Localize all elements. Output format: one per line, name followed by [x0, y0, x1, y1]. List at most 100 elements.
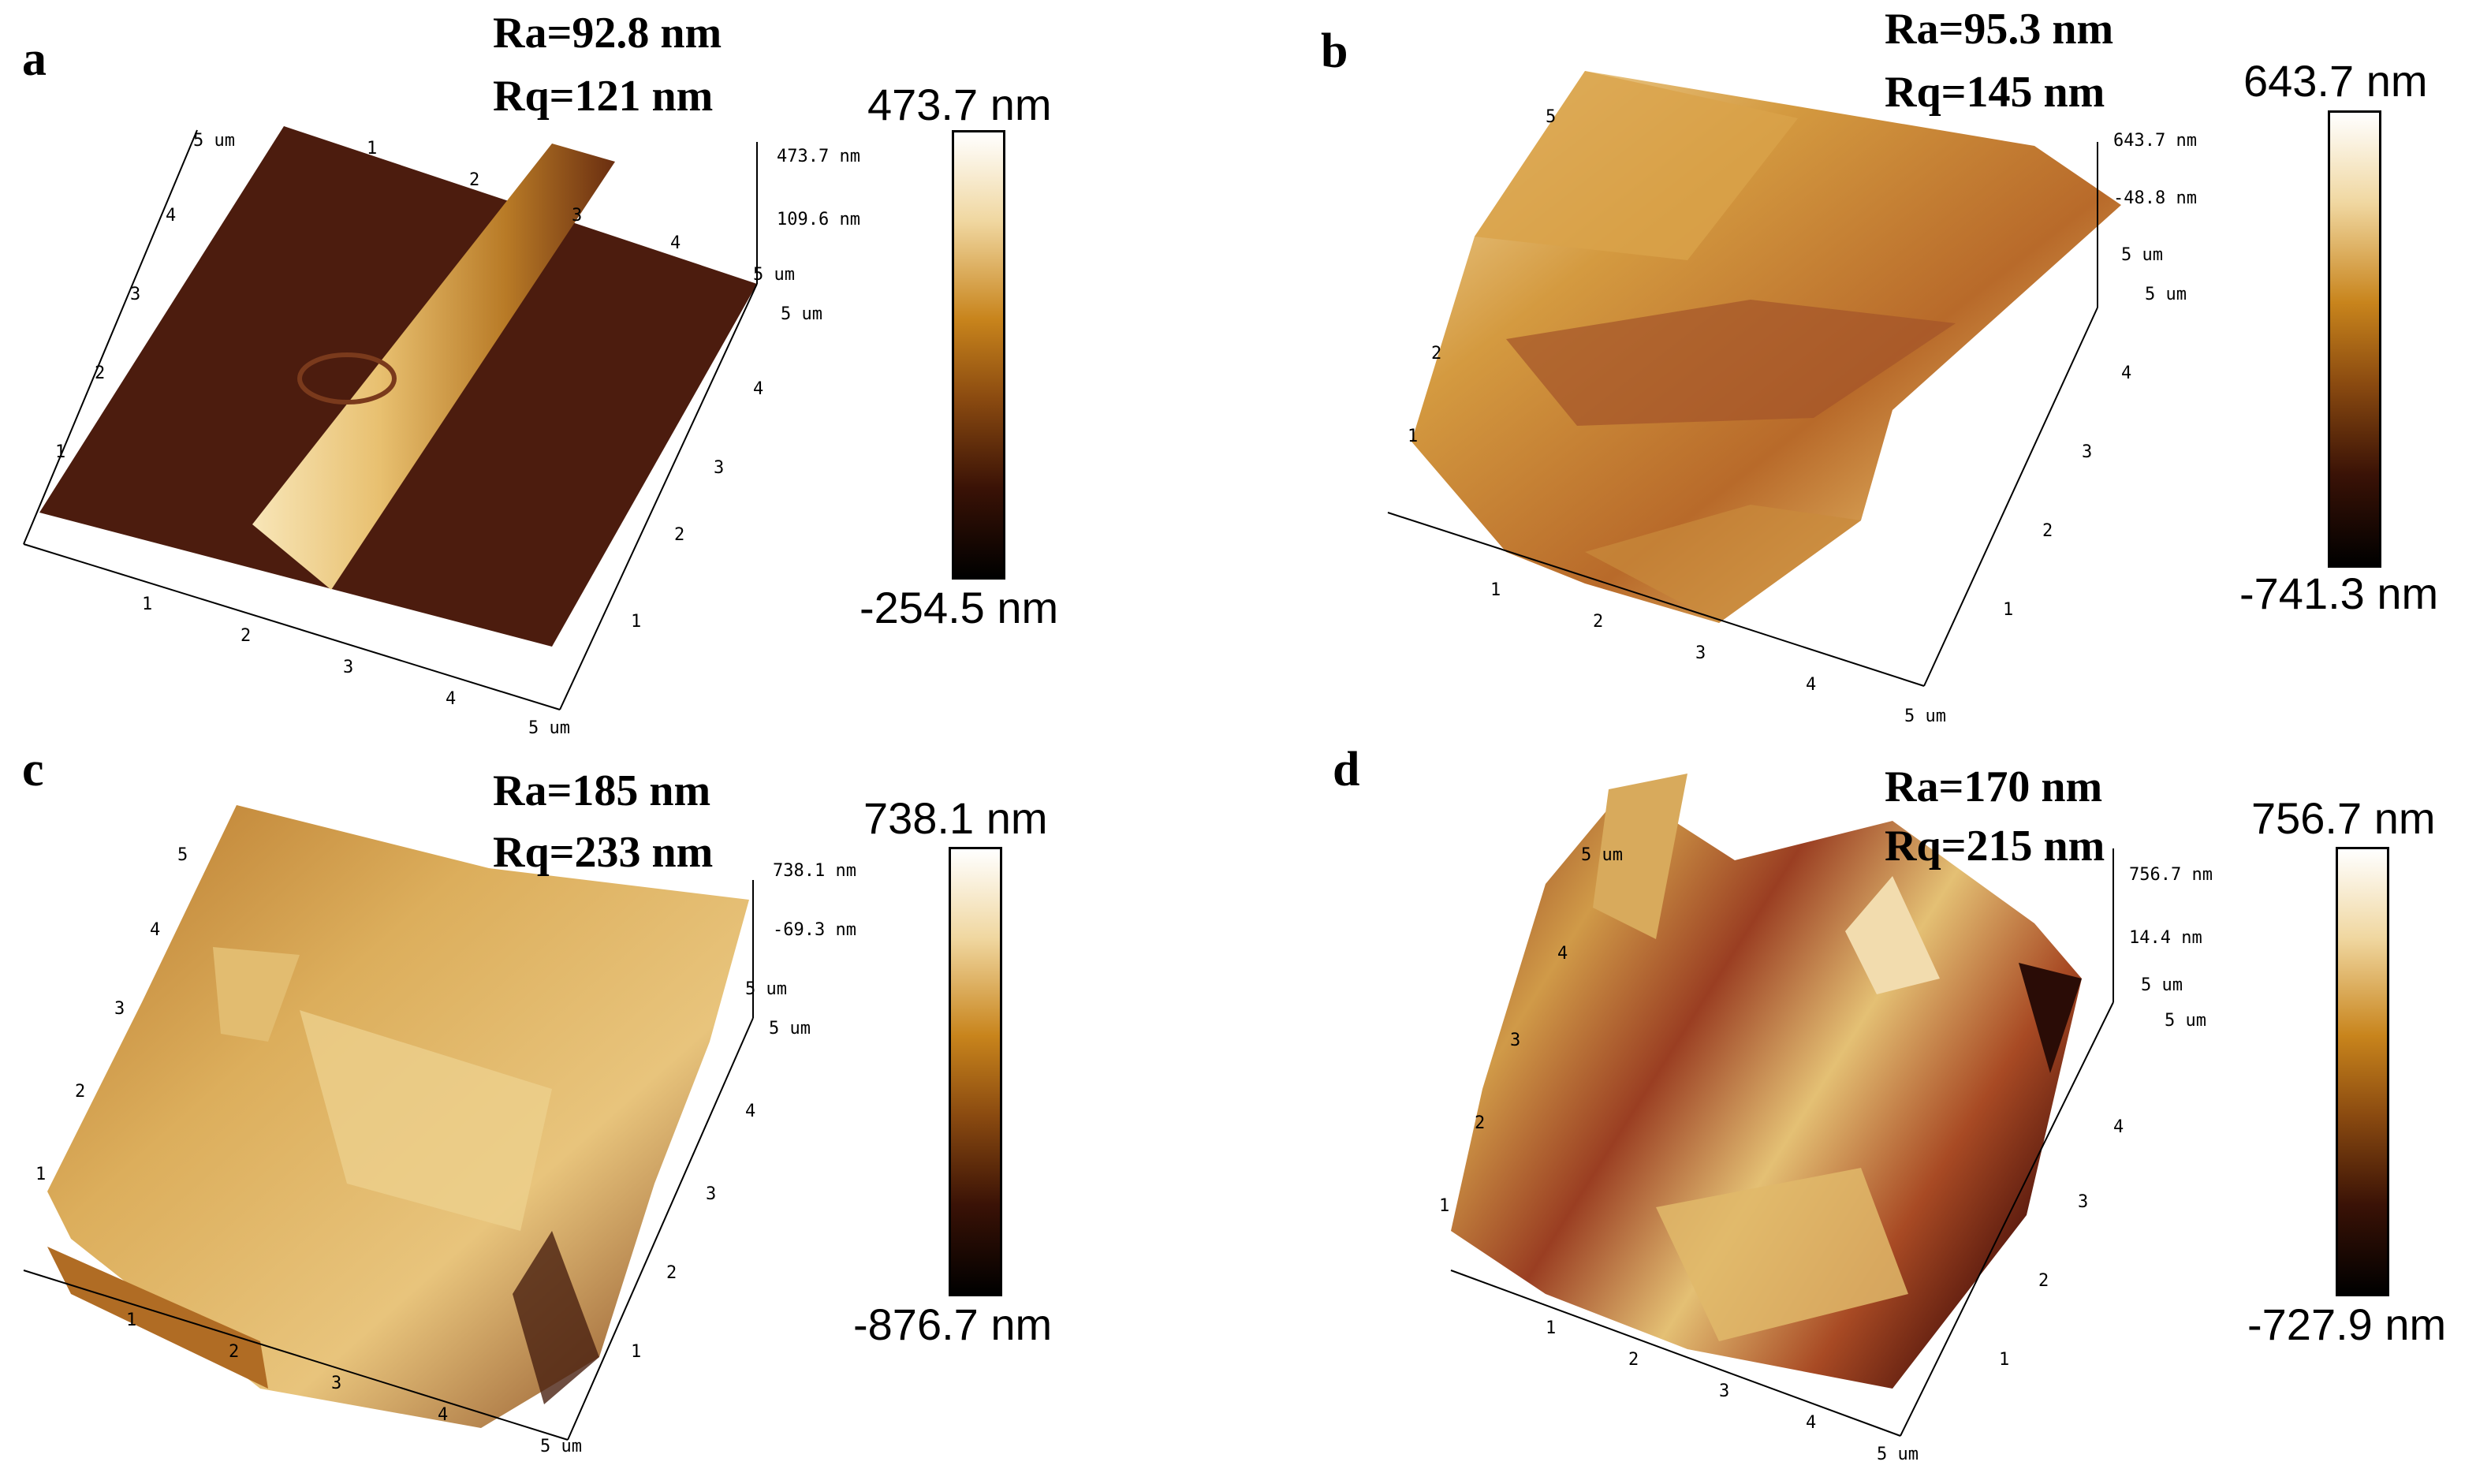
x-axis-d — [1450, 1270, 1901, 1437]
ra-label: Ra=185 nm — [493, 766, 711, 815]
panel-letter: b — [1321, 24, 1348, 78]
y-tick: 3 — [714, 458, 724, 478]
y-tick: 1 — [631, 1342, 641, 1362]
surface-main-d — [1451, 789, 2082, 1389]
x-axis-c — [23, 1270, 569, 1441]
x-axis-b — [1387, 512, 1925, 687]
colorbar — [2328, 110, 2381, 568]
y-axis-b — [1923, 307, 2098, 687]
y-axis-d — [1900, 1001, 2114, 1437]
corner-tick: 5 um — [2121, 245, 2163, 265]
axis-ticks-d: 756.7 nm 14.4 nm 1 2 3 4 5 um 1 2 3 4 1 … — [1439, 845, 2213, 1464]
colorbar — [949, 847, 1002, 1296]
x-tick: 3 — [1719, 1381, 1729, 1401]
y-tick: 4 — [2121, 364, 2131, 383]
left-tick: 4 — [166, 206, 176, 226]
y-tick: 2 — [2038, 1271, 2049, 1291]
z-tick-mid: -69.3 nm — [773, 920, 856, 940]
colorbar-max: 643.7 nm — [2243, 56, 2428, 106]
y-tick: 1 — [1999, 1350, 2009, 1370]
left-tick: 2 — [75, 1082, 85, 1102]
y-tick: 3 — [2082, 442, 2092, 462]
left-tick: 2 — [1475, 1113, 1485, 1133]
colorbar — [952, 130, 1005, 580]
left-tick: 2 — [1431, 344, 1441, 364]
z-tick-mid: -48.8 nm — [2113, 188, 2197, 208]
colorbar-max: 738.1 nm — [863, 793, 1048, 843]
axis-ticks-a: 473.7 nm 109.6 nm 1 2 3 4 5 um 1 2 3 4 5… — [55, 131, 860, 738]
x-tick: 5 um — [540, 1437, 582, 1456]
left-tick: 3 — [130, 285, 140, 304]
z-tick-mid: 109.6 nm — [777, 210, 860, 229]
rq-label: Rq=121 nm — [493, 72, 714, 121]
x-tick: 5 um — [1877, 1445, 1919, 1464]
left-tick: 3 — [114, 999, 125, 1019]
y-tick: 4 — [753, 379, 763, 399]
x-tick: 1 — [1546, 1318, 1556, 1338]
y-tick: 3 — [706, 1184, 716, 1204]
left-tick: 1 — [55, 442, 65, 462]
colorbar-min: -741.3 nm — [2239, 569, 2439, 618]
y-tick: 4 — [745, 1102, 755, 1121]
y-axis-c — [567, 1017, 754, 1441]
x-tick: 4 — [446, 689, 456, 709]
x-tick: 5 um — [528, 718, 570, 738]
corner-tick: 5 um — [2141, 975, 2183, 995]
afm-surface-b — [1387, 71, 2121, 687]
corner-tick: 5 um — [753, 265, 795, 285]
panel-c: c Ra=185 nm Rq=233 nm 738.1 nm -876.7 nm… — [0, 742, 1245, 1484]
z-tick-top: 756.7 nm — [2129, 865, 2213, 885]
z-tick-top: 738.1 nm — [773, 861, 856, 881]
corner-tick: 5 um — [2165, 1011, 2206, 1031]
left-tick: 1 — [1439, 1196, 1449, 1216]
colorbar-max: 756.7 nm — [2251, 793, 2436, 843]
rq-label: Rq=215 nm — [1885, 822, 2105, 871]
x-tick: 4 — [438, 1405, 448, 1425]
y-tick: 1 — [2003, 600, 2013, 620]
y-tick: 1 — [631, 612, 641, 632]
axis-ticks-b: 643.7 nm -48.8 nm 1 2 3 4 5 um 1 2 3 4 1… — [1408, 107, 2197, 726]
panel-b: b Ra=95.3 nm Rq=145 nm 643.7 nm -741.3 n… — [1246, 0, 2491, 742]
panel-letter: c — [22, 743, 44, 796]
x-tick: 3 — [331, 1374, 341, 1393]
y-tick: 2 — [2042, 521, 2053, 541]
panel-letter: a — [22, 32, 47, 86]
y-tick: 2 — [666, 1263, 677, 1283]
x-tick: 4 — [1806, 1413, 1816, 1433]
axis-ticks-c: 738.1 nm -69.3 nm 1 2 3 4 5 um 1 2 3 4 1… — [35, 845, 856, 1456]
ra-label: Ra=170 nm — [1885, 763, 2103, 811]
left-tick: 5 um — [193, 131, 235, 151]
x-tick: 4 — [1806, 675, 1816, 695]
x-tick: 2 — [229, 1342, 239, 1362]
colorbar-min: -254.5 nm — [860, 583, 1059, 632]
corner-tick: 5 um — [745, 979, 787, 999]
back-tick: 3 — [572, 206, 582, 226]
colorbar-min: -727.9 nm — [2247, 1299, 2447, 1349]
back-tick: 2 — [469, 170, 479, 190]
afm-surface-c — [23, 805, 754, 1441]
z-tick-mid: 14.4 nm — [2129, 928, 2202, 948]
y-tick: 5 um — [781, 304, 822, 324]
left-tick: 3 — [1510, 1031, 1520, 1050]
left-tick: 4 — [1557, 944, 1568, 964]
left-tick: 5 — [177, 845, 188, 865]
x-tick: 3 — [1695, 643, 1706, 663]
left-tick: 5 um — [1581, 845, 1623, 865]
afm-surface-d — [1450, 774, 2114, 1437]
left-tick: 1 — [35, 1165, 46, 1184]
y-tick: 3 — [2078, 1192, 2088, 1212]
colorbar — [2336, 847, 2389, 1296]
left-tick: 5 — [1546, 107, 1556, 127]
corner-tick: 5 um — [769, 1019, 811, 1038]
z-tick-top: 643.7 nm — [2113, 131, 2197, 151]
x-tick: 2 — [241, 626, 251, 646]
x-tick: 5 um — [1904, 707, 1946, 726]
ra-label: Ra=95.3 nm — [1885, 5, 2114, 54]
afm-surface-a — [23, 126, 758, 710]
left-tick: 2 — [95, 364, 105, 383]
colorbar-min: -876.7 nm — [853, 1299, 1053, 1349]
z-tick-top: 473.7 nm — [777, 147, 860, 166]
rq-label: Rq=233 nm — [493, 828, 714, 877]
y-axis-a — [559, 283, 758, 710]
left-tick: 4 — [150, 920, 160, 940]
